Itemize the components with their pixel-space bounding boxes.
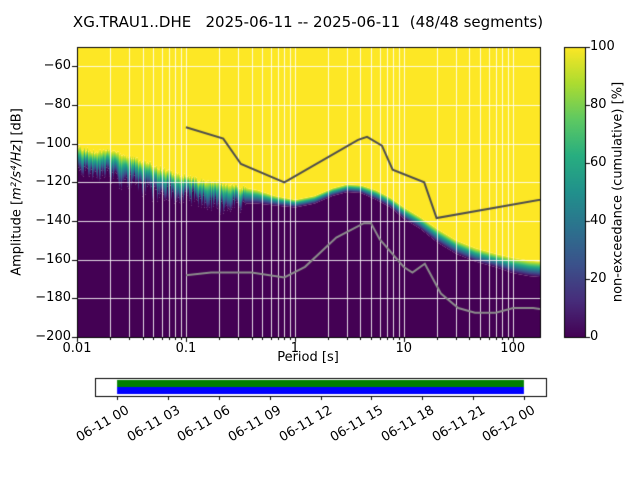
y-tick-label: −80 (43, 97, 71, 112)
x-tick-label: 1 (290, 341, 299, 356)
y-axis-label-prefix: Amplitude [ (9, 199, 25, 276)
y-tick-label: −60 (43, 58, 71, 74)
y-tick-label: −200 (35, 329, 71, 344)
colorbar-tick-label: 60 (590, 155, 607, 170)
y-tick-label: −180 (35, 290, 71, 306)
x-tick-label: 0.1 (175, 341, 197, 356)
colorbar-tick-label: 40 (590, 213, 607, 228)
x-tick-label: 0.01 (62, 341, 92, 356)
y-axis-label: Amplitude [m²/s⁴/Hz] [dB] (10, 108, 25, 276)
colorbar-tick-label: 100 (590, 39, 615, 54)
x-axis-label: Period [s] (277, 350, 339, 365)
y-tick-label: −160 (35, 251, 71, 267)
plot-title: XG.TRAU1..DHE 2025-06-11 -- 2025-06-11 (… (72, 13, 544, 31)
x-tick-label: 10 (395, 341, 413, 356)
colorbar-tick-label: 20 (590, 271, 607, 286)
y-axis-label-suffix: ] [dB] (9, 108, 25, 145)
y-axis-label-math: m²/s⁴/Hz (9, 144, 25, 200)
colorbar-tick-label: 80 (590, 97, 607, 112)
y-tick-label: −100 (35, 135, 71, 151)
y-tick-label: −140 (35, 213, 71, 228)
colorbar-label: non-exceedance (cumulative) [%] (610, 81, 626, 303)
y-tick-label: −120 (35, 174, 71, 190)
colorbar-tick-label: 0 (590, 329, 599, 344)
x-tick-label: 100 (500, 341, 526, 356)
